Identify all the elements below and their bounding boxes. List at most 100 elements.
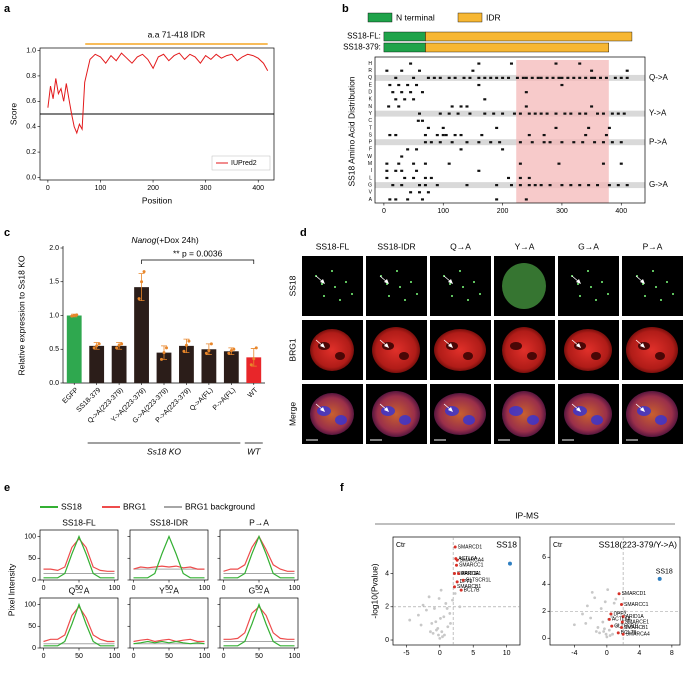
x-tick-label: 4 (637, 650, 641, 657)
nucleolus (527, 352, 537, 360)
protein-point (611, 632, 614, 636)
residue-dot (527, 133, 531, 137)
row-label: Q (368, 75, 372, 81)
residue-dot (465, 184, 469, 187)
profile-line (133, 565, 205, 570)
residue-dot (590, 76, 594, 79)
residue-dot (524, 76, 528, 79)
residue-dot (412, 176, 416, 180)
nucleolus (591, 352, 601, 360)
hit-point (609, 612, 613, 616)
dapi-blob (509, 406, 523, 416)
residue-dot (483, 112, 487, 115)
arrow-head (384, 279, 389, 284)
hit-label: GLTSCR1L (614, 623, 640, 629)
arrow-head (320, 407, 325, 412)
protein-point (589, 616, 593, 620)
hit-point (452, 585, 456, 589)
residue-dot (598, 76, 602, 79)
residue-dot (403, 98, 407, 101)
mutation-label: Q->A (649, 73, 669, 82)
x-tick-label: 0 (222, 653, 226, 660)
y-tick-label: 0.8 (26, 73, 36, 80)
hit-label: ARID1A (461, 571, 480, 577)
residue-dot (590, 69, 594, 72)
highlight-band (375, 110, 645, 117)
x-tick-label: 0 (382, 208, 386, 215)
residue-dot (418, 112, 422, 115)
residue-dot (560, 76, 564, 79)
annotation: a.a 71-418 IDR (148, 29, 206, 39)
dapi-blob (591, 415, 603, 425)
row-label: S (369, 132, 373, 138)
y-tick-label: 2 (542, 608, 546, 615)
panel-label: f (340, 482, 344, 494)
nucleus (626, 327, 678, 373)
residue-dot (548, 184, 552, 187)
residue-dot (613, 76, 617, 79)
residue-dot (471, 69, 475, 72)
residue-dot (578, 62, 582, 65)
x-tick-label: 300 (200, 185, 212, 192)
x-tick-label: -4 (571, 650, 577, 657)
residue-dot (465, 105, 469, 108)
residue-dot (539, 112, 543, 115)
hit-point (455, 558, 459, 562)
hit-point (620, 625, 623, 629)
protein-point (445, 607, 449, 610)
hit-label: ARID1A (626, 614, 645, 620)
residue-dot (581, 141, 585, 144)
replicate-point (160, 357, 163, 361)
row-label: Y (369, 111, 373, 117)
residue-dot (501, 76, 505, 79)
residue-dot (622, 112, 626, 115)
protein-point (603, 600, 607, 604)
protein-point (449, 622, 452, 625)
arrow-head (640, 343, 645, 348)
x-tick-label: Q->A(FL) (189, 387, 215, 413)
protein-point (421, 603, 425, 607)
micrograph: 5μm (622, 384, 683, 444)
x-tick-label: 400 (252, 185, 264, 192)
protein-point (430, 622, 434, 625)
puncta (388, 295, 390, 297)
puncta (660, 299, 662, 301)
protein-point (441, 635, 444, 639)
x-tick-label: 100 (199, 585, 211, 592)
nucleus (310, 329, 354, 371)
plot-title: SS18-IDR (150, 517, 188, 527)
profile-line (43, 602, 115, 647)
protein-point (437, 597, 441, 600)
hit-point (616, 631, 620, 635)
y-tick-label: 0 (385, 637, 389, 644)
image-background (558, 256, 619, 316)
x-tick-label: 200 (497, 208, 509, 215)
dapi-blob (655, 415, 667, 425)
x-tick-label: P->A(FL) (212, 387, 237, 412)
residue-dot (420, 119, 424, 122)
nucleus (434, 393, 486, 435)
dapi-blob (463, 415, 475, 425)
y-tick-label: 100 (24, 533, 36, 540)
x-tick-label: 50 (255, 653, 263, 660)
nucleus (372, 327, 420, 373)
plot-title: G→A (249, 585, 270, 595)
profile-line (43, 605, 115, 643)
residue-dot (604, 133, 608, 137)
residue-dot (423, 184, 427, 187)
residue-dot (545, 112, 549, 115)
residue-dot (507, 76, 511, 79)
panel-label: a (4, 3, 11, 15)
replicate-point (75, 313, 79, 317)
column-label: SS18-FL (316, 241, 350, 251)
residue-dot (447, 112, 451, 115)
row-label: G (368, 182, 372, 188)
residue-dot (477, 62, 481, 65)
protein-point (612, 601, 616, 605)
residue-dot (394, 98, 398, 101)
residue-dot (387, 105, 391, 108)
protein-point (605, 635, 609, 639)
x-tick-label: 0 (132, 585, 136, 592)
residue-dot (593, 76, 597, 79)
residue-dot (619, 162, 623, 165)
